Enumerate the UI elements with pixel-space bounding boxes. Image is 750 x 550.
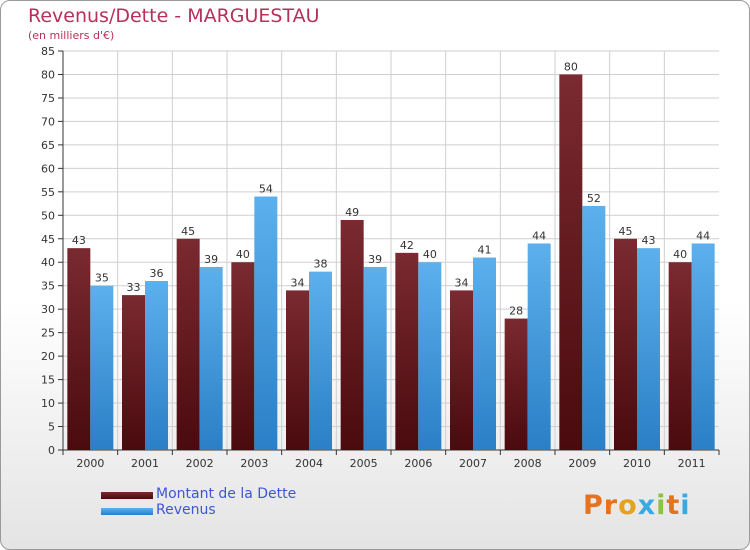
chart-title: Revenus/Dette - MARGUESTAU (28, 5, 320, 27)
bar-revenue (309, 271, 332, 450)
x-tick-label: 2005 (350, 457, 378, 470)
data-label: 33 (127, 281, 141, 294)
bar-revenue (473, 257, 496, 450)
bar-debt (614, 238, 637, 450)
data-label: 39 (204, 253, 218, 266)
data-label: 35 (95, 272, 109, 285)
data-label: 49 (345, 206, 359, 219)
data-label: 28 (509, 305, 523, 318)
data-labels: 43 35 33 36 45 39 40 54 34 38 49 39 42 40 34 41 28 44 80 52… (72, 60, 710, 317)
legend-label-debt: Montant de la Dette (156, 486, 297, 502)
bar-revenue (90, 285, 114, 450)
logo-letter: t (666, 490, 681, 521)
bar-revenue (199, 266, 223, 450)
axes: 0 5 10 15 20 25 30 35 40 45 50 55 60 65 70 75 80 85 2000 20… (41, 45, 720, 470)
bar-debt (504, 318, 528, 450)
logo-letter: i (656, 490, 667, 521)
bar-revenue (145, 281, 168, 450)
x-tick-label: 2004 (295, 457, 323, 470)
bar-revenue (527, 243, 551, 450)
legend-swatch-debt (101, 492, 153, 499)
x-tick-label: 2009 (568, 457, 596, 470)
data-label: 52 (587, 192, 601, 205)
bar-revenue (637, 248, 660, 450)
y-tick-label: 5 (48, 421, 55, 434)
data-label: 43 (72, 234, 86, 247)
bar-debt (340, 219, 364, 450)
logo-letter: i (680, 490, 691, 521)
data-label: 41 (478, 244, 492, 257)
x-tick-label: 2002 (186, 457, 214, 470)
y-tick-label: 70 (41, 115, 55, 128)
bar-debt (450, 290, 473, 450)
bar-revenue (582, 205, 606, 450)
bar-debt (67, 248, 91, 450)
y-tick-label: 55 (41, 186, 55, 199)
y-tick-label: 15 (41, 374, 55, 387)
bar-debt (122, 295, 145, 450)
bar-debt (286, 290, 309, 450)
logo-letter: P (583, 490, 604, 521)
data-label: 39 (368, 253, 382, 266)
x-tick-label: 2001 (131, 457, 159, 470)
proxiti-logo: Proxiti (583, 490, 691, 521)
chart-subtitle: (en milliers d'€) (28, 29, 115, 42)
legend-label-revenue: Revenus (156, 502, 216, 518)
y-tick-label: 75 (41, 92, 55, 105)
y-tick-label: 60 (41, 162, 55, 175)
y-tick-label: 85 (41, 45, 55, 58)
bar-debt (231, 262, 255, 450)
bar-debt (668, 262, 692, 450)
data-label: 80 (564, 60, 578, 73)
x-tick-label: 2007 (459, 457, 487, 470)
y-tick-label: 65 (41, 139, 55, 152)
bar-revenue (418, 262, 442, 450)
x-tick-label: 2003 (240, 457, 268, 470)
x-tick-label: 2008 (514, 457, 542, 470)
bar-revenue (363, 266, 387, 450)
data-label: 36 (150, 267, 164, 280)
data-label: 43 (642, 234, 656, 247)
bar-revenue (691, 243, 715, 450)
data-label: 40 (673, 248, 687, 261)
legend-swatch-revenue (101, 508, 153, 515)
bar-revenue (254, 196, 278, 450)
data-label: 45 (619, 225, 633, 238)
y-tick-label: 10 (41, 397, 55, 410)
data-label: 34 (455, 276, 469, 289)
x-tick-label: 2011 (678, 457, 706, 470)
data-label: 38 (314, 258, 328, 271)
x-tick-label: 2010 (623, 457, 651, 470)
logo-letter: r (603, 490, 619, 521)
bars (67, 74, 715, 451)
y-tick-label: 80 (41, 68, 55, 81)
data-label: 40 (236, 248, 250, 261)
data-label: 34 (291, 276, 305, 289)
data-label: 40 (423, 248, 437, 261)
y-tick-label: 40 (41, 256, 55, 269)
data-label: 44 (532, 229, 546, 242)
y-tick-label: 35 (41, 280, 55, 293)
y-tick-label: 30 (41, 303, 55, 316)
data-label: 54 (259, 183, 273, 196)
y-tick-label: 20 (41, 350, 55, 363)
logo-letter: x (637, 490, 657, 521)
data-label: 44 (696, 229, 710, 242)
y-tick-label: 25 (41, 327, 55, 340)
logo-letter: o (618, 490, 638, 521)
grid-lines (63, 50, 719, 450)
x-tick-label: 2000 (76, 457, 104, 470)
y-tick-label: 50 (41, 209, 55, 222)
x-tick-label: 2006 (404, 457, 432, 470)
bar-debt (559, 74, 583, 451)
data-label: 42 (400, 239, 414, 252)
y-tick-label: 0 (48, 444, 55, 457)
y-tick-label: 45 (41, 233, 55, 246)
bar-debt (176, 238, 200, 450)
bar-debt (395, 252, 419, 450)
data-label: 45 (181, 225, 195, 238)
